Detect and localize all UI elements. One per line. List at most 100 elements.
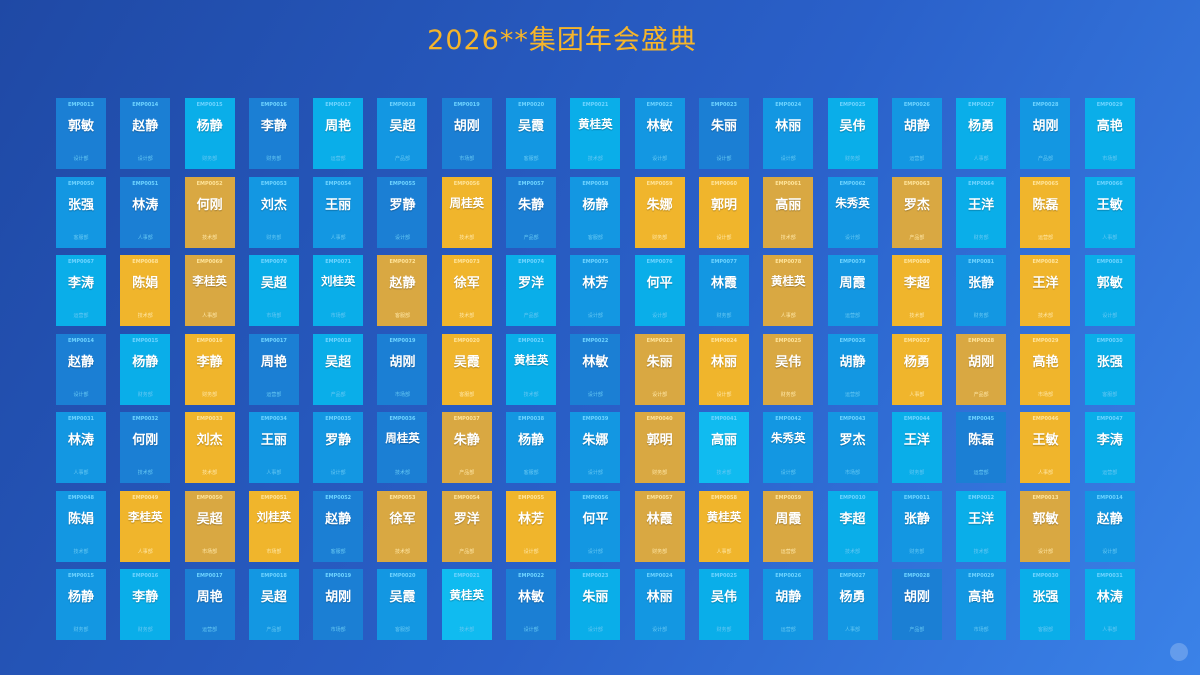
employee-card[interactable]: EMP0021 黄桂英 技术部	[441, 569, 492, 640]
employee-card[interactable]: EMP0042 朱秀英 设计部	[763, 412, 814, 483]
employee-card[interactable]: EMP0048 陈娟 技术部	[56, 490, 106, 562]
employee-card[interactable]: EMP0030 张强 客服部	[1084, 333, 1135, 405]
employee-card[interactable]: EMP0059 朱娜 财务部	[634, 176, 685, 248]
employee-card[interactable]: EMP0021 黄桂英 技术部	[570, 98, 621, 169]
employee-card[interactable]: EMP0012 王洋 技术部	[956, 490, 1007, 562]
employee-card[interactable]: EMP0023 朱丽 设计部	[570, 569, 621, 640]
employee-card[interactable]: EMP0055 罗静 设计部	[377, 176, 428, 248]
employee-card[interactable]: EMP0037 朱静 产品部	[441, 412, 492, 483]
employee-card[interactable]: EMP0029 高艳 市场部	[1020, 333, 1071, 405]
employee-card[interactable]: EMP0024 林丽 设计部	[634, 569, 685, 640]
employee-card[interactable]: EMP0082 王洋 技术部	[1020, 255, 1071, 326]
employee-card[interactable]: EMP0036 周桂英 技术部	[377, 412, 428, 483]
employee-card[interactable]: EMP0079 周霞 运营部	[827, 255, 878, 326]
employee-card[interactable]: EMP0026 胡静 运营部	[891, 98, 942, 169]
employee-card[interactable]: EMP0078 黄桂英 人事部	[763, 255, 814, 326]
employee-card[interactable]: EMP0076 何平 设计部	[634, 255, 685, 326]
employee-card[interactable]: EMP0027 杨勇 人事部	[827, 569, 878, 640]
employee-card[interactable]: EMP0018 吴超 产品部	[248, 569, 299, 640]
employee-card[interactable]: EMP0055 林芳 设计部	[506, 490, 557, 562]
employee-card[interactable]: EMP0044 王洋 财务部	[891, 412, 942, 483]
employee-card[interactable]: EMP0017 周艳 运营部	[184, 569, 235, 640]
employee-card[interactable]: EMP0065 陈磊 运营部	[1020, 176, 1071, 248]
employee-card[interactable]: EMP0020 吴霞 客服部	[441, 333, 492, 405]
employee-card[interactable]: EMP0028 胡刚 产品部	[1020, 98, 1071, 169]
employee-card[interactable]: EMP0073 徐军 技术部	[441, 255, 492, 326]
employee-card[interactable]: EMP0046 王敏 人事部	[1020, 412, 1071, 483]
employee-card[interactable]: EMP0028 胡刚 产品部	[891, 569, 942, 640]
employee-card[interactable]: EMP0075 林芳 设计部	[570, 255, 621, 326]
employee-card[interactable]: EMP0063 罗杰 产品部	[891, 176, 942, 248]
employee-card[interactable]: EMP0077 林霞 财务部	[698, 255, 749, 326]
employee-card[interactable]: EMP0062 朱秀英 设计部	[827, 176, 878, 248]
employee-card[interactable]: EMP0025 吴伟 财务部	[698, 569, 749, 640]
employee-card[interactable]: EMP0052 赵静 客服部	[313, 490, 364, 562]
employee-card[interactable]: EMP0020 吴霞 客服部	[506, 98, 557, 169]
employee-card[interactable]: EMP0024 林丽 设计部	[763, 98, 814, 169]
employee-card[interactable]: EMP0031 林涛 人事部	[56, 412, 106, 483]
employee-card[interactable]: EMP0027 杨勇 人事部	[891, 333, 942, 405]
employee-card[interactable]: EMP0039 朱娜 设计部	[570, 412, 621, 483]
employee-card[interactable]: EMP0016 李静 财务部	[120, 569, 171, 640]
employee-card[interactable]: EMP0059 周霞 运营部	[763, 490, 814, 562]
employee-card[interactable]: EMP0022 林敏 设计部	[634, 98, 685, 169]
employee-card[interactable]: EMP0057 朱静 产品部	[506, 176, 557, 248]
employee-card[interactable]: EMP0067 李涛 运营部	[56, 255, 106, 326]
employee-card[interactable]: EMP0053 徐军 技术部	[377, 490, 428, 562]
employee-card[interactable]: EMP0014 赵静 设计部	[56, 333, 106, 405]
employee-card[interactable]: EMP0014 赵静 设计部	[120, 98, 171, 169]
employee-card[interactable]: EMP0038 杨静 客服部	[506, 412, 557, 483]
employee-card[interactable]: EMP0016 李静 财务部	[248, 98, 299, 169]
employee-card[interactable]: EMP0045 陈磊 运营部	[956, 412, 1007, 483]
employee-card[interactable]: EMP0050 吴超 市场部	[184, 490, 235, 562]
employee-card[interactable]: EMP0011 张静 财务部	[891, 490, 942, 562]
employee-card[interactable]: EMP0060 郭明 设计部	[698, 176, 749, 248]
employee-card[interactable]: EMP0026 胡静 运营部	[827, 333, 878, 405]
employee-card[interactable]: EMP0017 周艳 运营部	[313, 98, 364, 169]
employee-card[interactable]: EMP0018 吴超 产品部	[377, 98, 428, 169]
employee-card[interactable]: EMP0014 赵静 设计部	[1084, 490, 1135, 562]
employee-card[interactable]: EMP0031 林涛 人事部	[1084, 569, 1135, 640]
employee-card[interactable]: EMP0024 林丽 设计部	[698, 333, 749, 405]
employee-card[interactable]: EMP0040 郭明 财务部	[634, 412, 685, 483]
employee-card[interactable]: EMP0049 李桂英 人事部	[120, 490, 171, 562]
employee-card[interactable]: EMP0050 张强 客服部	[56, 176, 106, 248]
employee-card[interactable]: EMP0017 周艳 运营部	[248, 333, 299, 405]
employee-card[interactable]: EMP0071 刘桂英 市场部	[313, 255, 364, 326]
employee-card[interactable]: EMP0053 刘杰 财务部	[248, 176, 299, 248]
employee-card[interactable]: EMP0019 胡刚 市场部	[377, 333, 428, 405]
employee-card[interactable]: EMP0021 黄桂英 技术部	[506, 333, 557, 405]
employee-card[interactable]: EMP0066 王敏 人事部	[1084, 176, 1135, 248]
employee-card[interactable]: EMP0020 吴霞 客服部	[377, 569, 428, 640]
employee-card[interactable]: EMP0025 吴伟 财务部	[827, 98, 878, 169]
employee-card[interactable]: EMP0034 王丽 人事部	[248, 412, 299, 483]
employee-card[interactable]: EMP0058 杨静 客服部	[570, 176, 621, 248]
employee-card[interactable]: EMP0043 罗杰 市场部	[827, 412, 878, 483]
employee-card[interactable]: EMP0083 郭敏 设计部	[1084, 255, 1135, 326]
employee-card[interactable]: EMP0010 李超 技术部	[827, 490, 878, 562]
employee-card[interactable]: EMP0080 李超 技术部	[891, 255, 942, 326]
employee-card[interactable]: EMP0029 高艳 市场部	[1084, 98, 1135, 169]
employee-card[interactable]: EMP0070 吴超 市场部	[248, 255, 299, 326]
employee-card[interactable]: EMP0015 杨静 财务部	[184, 98, 235, 169]
employee-card[interactable]: EMP0026 胡静 运营部	[763, 569, 814, 640]
employee-card[interactable]: EMP0027 杨勇 人事部	[956, 98, 1007, 169]
employee-card[interactable]: EMP0069 李桂英 人事部	[184, 255, 235, 326]
employee-card[interactable]: EMP0015 杨静 财务部	[120, 333, 171, 405]
employee-card[interactable]: EMP0052 何刚 技术部	[184, 176, 235, 248]
employee-card[interactable]: EMP0068 陈娟 技术部	[120, 255, 171, 326]
employee-card[interactable]: EMP0081 张静 财务部	[956, 255, 1007, 326]
employee-card[interactable]: EMP0054 王丽 人事部	[313, 176, 364, 248]
employee-card[interactable]: EMP0058 黄桂英 人事部	[698, 490, 749, 562]
employee-card[interactable]: EMP0061 高丽 技术部	[763, 176, 814, 248]
employee-card[interactable]: EMP0025 吴伟 财务部	[763, 333, 814, 405]
employee-card[interactable]: EMP0032 何刚 技术部	[120, 412, 171, 483]
employee-card[interactable]: EMP0074 罗洋 产品部	[506, 255, 557, 326]
employee-card[interactable]: EMP0023 朱丽 设计部	[698, 98, 749, 169]
employee-card[interactable]: EMP0072 赵静 客服部	[377, 255, 428, 326]
employee-card[interactable]: EMP0047 李涛 运营部	[1084, 412, 1135, 483]
employee-card[interactable]: EMP0064 王洋 财务部	[956, 176, 1007, 248]
employee-card[interactable]: EMP0015 杨静 财务部	[56, 569, 106, 640]
employee-card[interactable]: EMP0051 刘桂英 市场部	[248, 490, 299, 562]
employee-card[interactable]: EMP0051 林涛 人事部	[120, 176, 171, 248]
